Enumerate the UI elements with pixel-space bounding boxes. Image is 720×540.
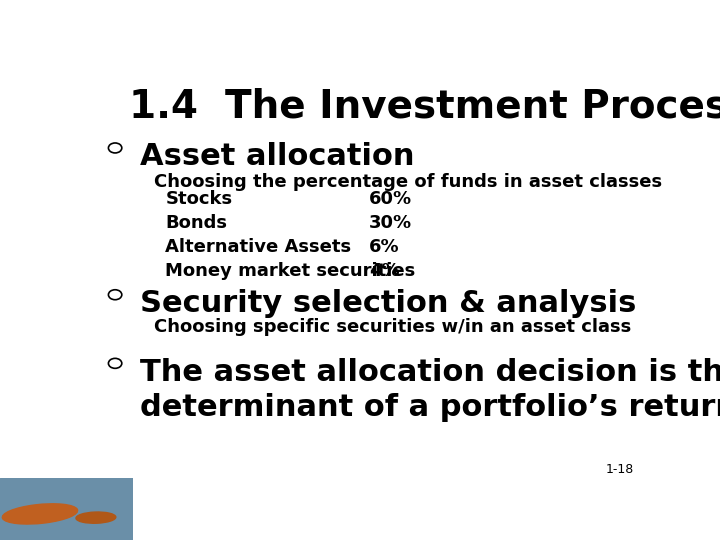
Text: Alternative Assets: Alternative Assets (166, 238, 351, 256)
Text: Choosing specific securities w/in an asset class: Choosing specific securities w/in an ass… (154, 319, 631, 336)
Ellipse shape (2, 504, 78, 524)
Text: The asset allocation decision is the primary
determinant of a portfolio’s return: The asset allocation decision is the pri… (140, 358, 720, 422)
Text: 30%: 30% (369, 214, 412, 232)
Text: Asset allocation: Asset allocation (140, 141, 415, 171)
Ellipse shape (76, 512, 116, 523)
Text: 6%: 6% (369, 238, 400, 256)
Text: Bonds: Bonds (166, 214, 228, 232)
Text: Security selection & analysis: Security selection & analysis (140, 289, 636, 319)
Text: 1.4  The Investment Process: 1.4 The Investment Process (129, 87, 720, 126)
Text: 1-18: 1-18 (606, 463, 634, 476)
Text: 60%: 60% (369, 190, 412, 207)
Text: 4%: 4% (369, 262, 400, 280)
Text: Money market securities: Money market securities (166, 262, 415, 280)
Text: Stocks: Stocks (166, 190, 233, 207)
Text: Choosing the percentage of funds in asset classes: Choosing the percentage of funds in asse… (154, 173, 662, 191)
